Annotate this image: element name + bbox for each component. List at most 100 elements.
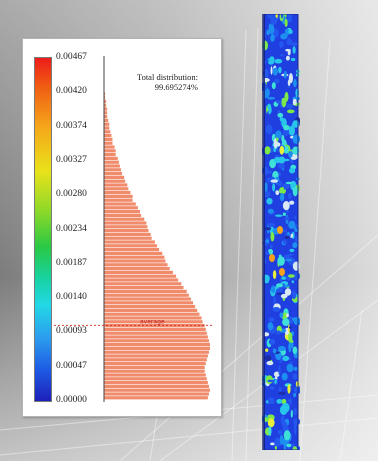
beam-strain-spot: [278, 391, 286, 395]
histogram-bar: [104, 168, 121, 172]
beam-strain-spot: [278, 156, 286, 164]
scene-grid-line: [245, 27, 259, 461]
colorbar-tick-label: 0.00280: [56, 189, 87, 200]
beam-strain-spot: [284, 18, 288, 27]
beam-strain-spot: [268, 106, 271, 115]
histogram-bar: [104, 194, 133, 198]
histogram-bar: [104, 118, 109, 122]
beam-strain-spot: [279, 434, 284, 445]
colorbar-tick-label: 0.00140: [56, 292, 87, 303]
beam-strain-spot: [279, 278, 282, 283]
beam-strain-spot: [287, 14, 292, 23]
total-distribution-label: Total distribution:: [136, 72, 198, 82]
beam-strain-spot: [279, 117, 284, 122]
beam-strain-spot: [282, 128, 291, 136]
beam-strain-spot: [289, 248, 295, 253]
histogram-bar: [104, 289, 187, 293]
beam-strain-spot: [276, 100, 281, 104]
beam-side-face: [262, 14, 265, 450]
beam-strain-spot: [281, 97, 287, 108]
histogram-bar: [104, 217, 145, 221]
colorbar-tick-label: 0.00187: [56, 257, 87, 268]
beam-strain-spot: [282, 201, 290, 211]
histogram-bar: [104, 111, 108, 115]
histogram-bar: [104, 316, 202, 320]
beam-strain-spot: [294, 235, 298, 244]
beam-strain-spot: [288, 326, 292, 329]
histogram-bar: [104, 270, 173, 274]
beam-strain-spot: [292, 46, 296, 54]
beam-strain-spot: [268, 425, 272, 437]
beam-strain-spot: [292, 186, 298, 197]
beam-strain-spot: [267, 418, 275, 428]
beam-strain-spot: [277, 256, 285, 266]
beam-strain-spot: [283, 284, 290, 288]
beam-strain-spot: [292, 242, 298, 249]
histogram-bar: [104, 202, 136, 206]
histogram-bar: [104, 312, 200, 316]
histogram-bar: [104, 274, 177, 278]
beam-strain-spot: [271, 82, 276, 90]
beam-model[interactable]: [262, 14, 300, 450]
beam-strain-spot: [287, 384, 291, 394]
beam-strain-spot: [272, 270, 277, 280]
beam-strain-spot: [274, 437, 282, 448]
beam-strain-spot: [265, 124, 273, 135]
beam-strain-spot: [266, 29, 271, 36]
histogram-bar: [104, 320, 203, 324]
colorbar-tick-label: 0.00093: [56, 326, 87, 337]
histogram-bar: [104, 145, 115, 149]
histogram-bar: [104, 232, 151, 236]
beam-strain-spot: [267, 379, 274, 383]
colorbar-tick-label: 0.00467: [56, 52, 87, 62]
histogram-bar: [104, 221, 147, 225]
beam-strain-spot: [292, 146, 300, 155]
histogram-bar: [104, 263, 168, 267]
beam-strain-spot: [287, 399, 291, 403]
beam-strain-spot: [290, 42, 298, 46]
beam-strain-spot: [265, 348, 269, 352]
beam-strain-spot: [280, 14, 284, 19]
beam-strain-spot: [283, 124, 290, 131]
histogram-bar: [104, 160, 119, 164]
histogram-bar: [104, 92, 106, 96]
beam-strain-spot: [267, 208, 274, 214]
beam-strain-spot: [265, 354, 272, 362]
histogram-bar: [104, 126, 110, 130]
beam-strain-spot: [291, 280, 294, 284]
beam-strain-spot: [281, 372, 288, 381]
histogram-bar: [104, 251, 163, 255]
beam-strain-spot: [291, 290, 297, 300]
beam-strain-spot: [284, 235, 290, 239]
histogram-bar: [104, 206, 138, 210]
beam-strain-spot: [283, 70, 287, 79]
beam-strain-spot: [293, 407, 297, 416]
histogram-bar: [104, 255, 165, 259]
beam-strain-spot: [279, 360, 282, 364]
histogram-bar: [104, 240, 155, 244]
beam-strain-spot: [287, 49, 291, 56]
beam-strain-spot: [289, 167, 296, 174]
beam-strain-spot: [275, 130, 282, 139]
histogram-bar: [104, 115, 108, 119]
beam-strain-spot: [272, 307, 281, 312]
histogram-bars: [104, 92, 210, 400]
beam-strain-spot: [288, 192, 292, 200]
beam-strain-spot: [292, 346, 298, 354]
beam-hotspot: [277, 226, 283, 234]
histogram-bar: [104, 396, 208, 400]
beam-strain-spot: [279, 145, 285, 155]
histogram-bar: [104, 331, 207, 335]
beam-strain-spot: [274, 379, 277, 384]
beam-strain-spot: [265, 375, 273, 384]
histogram-bar: [104, 335, 208, 339]
beam-strain-spot: [276, 283, 283, 288]
beam-strain-spot: [279, 312, 284, 318]
histogram-bar: [104, 244, 157, 248]
histogram-bar: [104, 187, 129, 191]
beam-strain-spot: [278, 387, 282, 392]
beam-strain-spot: [277, 112, 284, 118]
histogram-bar: [104, 388, 210, 392]
histogram-bar: [104, 134, 112, 138]
